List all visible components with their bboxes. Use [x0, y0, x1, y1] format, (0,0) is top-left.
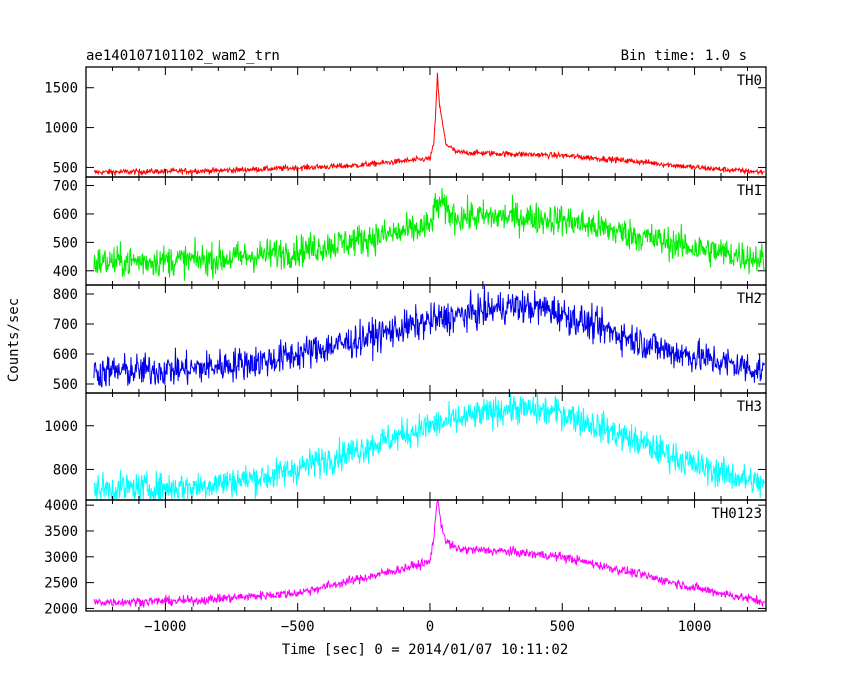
panel-label-th0123: TH0123: [711, 506, 762, 522]
y-tick-label: 2500: [44, 576, 78, 592]
panel-th2: 500 600 700 800 TH2: [53, 284, 767, 394]
y-tick-label: 700: [53, 179, 78, 195]
y-tick-label: 800: [53, 462, 78, 478]
y-tick-label: 500: [53, 235, 78, 251]
panel-frame: [85, 392, 767, 501]
chart-title: ae140107101102_wam2_trn: [86, 48, 280, 64]
y-axis-label: Counts/sec: [6, 298, 22, 382]
panel-label-th2: TH2: [737, 291, 762, 307]
panels-group: 500 1000 1500 TH0 400 500 600 700 TH1 500 600 700 80…: [44, 66, 767, 635]
y-tick-label: 700: [53, 317, 78, 333]
series-line-th2: [93, 285, 765, 388]
panel-label-th0: TH0: [737, 73, 762, 89]
y-tick-label: 600: [53, 347, 78, 363]
y-tick-label: 600: [53, 207, 78, 223]
x-tick-label: 500: [550, 619, 575, 635]
y-tick-label: 3500: [44, 524, 78, 540]
series-line-th1: [93, 187, 765, 281]
panel-th3: 800 1000 TH3: [44, 392, 767, 501]
x-tick-label: 0: [426, 619, 434, 635]
series-line-th0: [93, 72, 765, 177]
y-tick-label: 800: [53, 287, 78, 303]
panel-frame: [85, 499, 767, 612]
series-line-th3: [93, 392, 765, 501]
panel-th0123: 2000 2500 3000 3500 4000 TH0123: [44, 498, 767, 617]
panel-label-th3: TH3: [737, 399, 762, 415]
y-tick-label: 1000: [44, 121, 78, 137]
panel-th0: 500 1000 1500 TH0: [44, 66, 767, 178]
panel-frame: [85, 66, 767, 178]
y-tick-label: 1500: [44, 81, 78, 97]
x-axis-label: Time [sec] 0 = 2014/01/07 10:11:02: [282, 642, 569, 658]
x-tick-label: −1000: [144, 619, 186, 635]
x-tick-label: −500: [281, 619, 315, 635]
y-tick-label: 3000: [44, 550, 78, 566]
bin-time-label: Bin time: 1.0 s: [621, 48, 747, 64]
y-tick-label: 500: [53, 160, 78, 176]
x-tick-label: 1000: [678, 619, 712, 635]
y-tick-label: 1000: [44, 419, 78, 435]
y-tick-label: 2000: [44, 601, 78, 617]
panel-label-th1: TH1: [737, 183, 762, 199]
y-tick-label: 400: [53, 264, 78, 280]
y-tick-label: 500: [53, 377, 78, 393]
panel-th1: 400 500 600 700 TH1: [53, 176, 767, 286]
y-tick-label: 4000: [44, 498, 78, 514]
series-line-th0123: [93, 499, 765, 608]
